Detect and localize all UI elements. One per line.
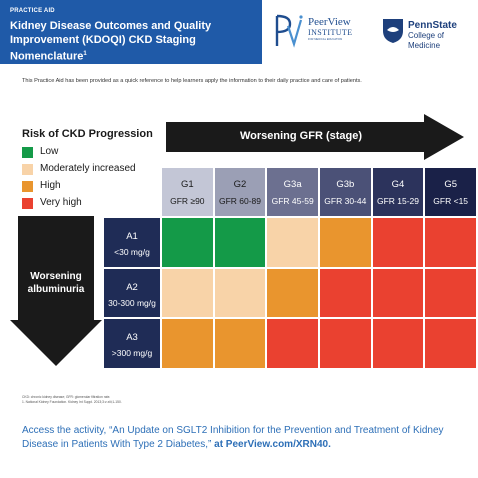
albuminuria-label-line1: Worsening [30, 271, 82, 282]
legend-item-low: Low [22, 145, 172, 162]
title-footnote-mark: 1 [83, 51, 87, 57]
pennstate-college: College of Medicine [408, 31, 445, 50]
risk-cell-a2-g3b [320, 268, 371, 318]
worsening-albuminuria-arrow-icon [10, 216, 102, 366]
risk-cell-a1-g4 [372, 218, 424, 267]
risk-legend: Low Moderately increased High Very high [22, 145, 172, 213]
peerview-logo-icon [275, 14, 303, 48]
column-gfr: GFR 60-89 [218, 196, 261, 206]
cta-link[interactable]: at PeerView.com/XRN40. [214, 439, 331, 450]
legend-swatch-very-high [22, 198, 33, 209]
legend-swatch-low [22, 147, 33, 158]
footnotes: CKD: chronic kidney disease; GFR: glomer… [22, 395, 122, 405]
cta-text: Access the activity, “An Update on SGLT2… [22, 425, 444, 450]
legend-label-low: Low [40, 146, 59, 157]
row-header-a3: A3 >300 mg/g [104, 319, 160, 368]
albuminuria-axis-label: Worsening albuminuria [10, 270, 102, 296]
row-category: A1 [126, 231, 138, 242]
intro-text: This Practice Aid has been provided as a… [22, 78, 362, 84]
row-category: A3 [126, 332, 138, 344]
row-value: >300 mg/g [111, 348, 153, 359]
logos: PeerView INSTITUTE FOR MEDICAL EDUCATION… [270, 12, 478, 52]
risk-cell-a2-g1 [162, 268, 213, 318]
gfr-axis-label: Worsening GFR (stage) [239, 130, 363, 142]
legend-label-very-high: Very high [40, 197, 82, 208]
legend-item-moderate: Moderately increased [22, 162, 172, 179]
pennstate-name: PennState [408, 20, 457, 31]
risk-cell-a3-g4 [372, 319, 424, 368]
risk-cell-a3-g5 [425, 319, 476, 368]
column-header-g2: G2 GFR 60-89 [214, 168, 266, 216]
legend-label-moderate: Moderately increased [40, 163, 136, 174]
column-header-g1: G1 GFR ≥90 [162, 168, 213, 216]
albuminuria-label-line2: albuminuria [27, 284, 85, 295]
page-title: Kidney Disease Outcomes and Quality Impr… [10, 19, 252, 64]
risk-cell-a2-g5 [425, 268, 476, 318]
column-stage: G4 [391, 179, 405, 190]
page-title-text: Kidney Disease Outcomes and Quality Impr… [10, 20, 212, 63]
column-gfr: GFR 30-44 [324, 196, 367, 206]
row-header-a2: A2 30-300 mg/g [104, 268, 160, 318]
legend-title: Risk of CKD Progression [22, 128, 153, 140]
title-banner: PRACTICE AID Kidney Disease Outcomes and… [0, 0, 262, 64]
ckd-staging-table: G1 GFR ≥90 G2 GFR 60-89 G3a GFR 45-59 G3… [104, 168, 476, 368]
column-gfr: GFR 45-59 [271, 196, 314, 206]
peerview-tagline: FOR MEDICAL EDUCATION [308, 38, 343, 41]
risk-cell-a2-g2 [214, 268, 266, 318]
column-header-g4: G4 GFR 15-29 [372, 168, 424, 216]
pennstate-shield-icon [383, 19, 403, 43]
risk-cell-a3-g3a [267, 319, 318, 368]
column-gfr: GFR 15-29 [376, 196, 420, 206]
risk-cell-a3-g3b [320, 319, 371, 368]
pennstate-wordmark: PennState College of Medicine [408, 20, 478, 51]
footnote-abbreviations: CKD: chronic kidney disease; GFR: glomer… [22, 395, 111, 399]
legend-swatch-moderate [22, 164, 33, 175]
column-header-g3a: G3a GFR 45-59 [267, 168, 318, 216]
risk-cell-a2-g3a [267, 268, 318, 318]
worsening-gfr-arrow-icon [166, 114, 464, 160]
row-value: 30-300 mg/g [108, 297, 156, 308]
activity-cta: Access the activity, “An Update on SGLT2… [22, 424, 462, 452]
footnote-reference: 1. National Kidney Foundation. Kidney In… [22, 400, 122, 404]
risk-cell-a3-g1 [162, 319, 213, 368]
row-header-a1: A1 <30 mg/g [104, 218, 160, 267]
legend-item-very-high: Very high [22, 196, 172, 213]
risk-cell-a1-g1 [162, 218, 213, 267]
peerview-institute: INSTITUTE [308, 28, 353, 37]
legend-swatch-high [22, 181, 33, 192]
risk-cell-a1-g5 [425, 218, 476, 267]
column-header-g3b: G3b GFR 30-44 [320, 168, 371, 216]
risk-cell-a1-g3b [320, 218, 371, 267]
risk-cell-a2-g4 [372, 268, 424, 318]
risk-cell-a3-g2 [214, 319, 266, 368]
column-stage: G1 [180, 179, 194, 190]
column-gfr: GFR ≥90 [170, 196, 205, 206]
legend-item-high: High [22, 179, 172, 196]
risk-cell-a1-g2 [214, 218, 266, 267]
row-category: A2 [126, 281, 138, 293]
practice-aid-kicker: PRACTICE AID [10, 8, 55, 14]
column-gfr: GFR <15 [433, 196, 469, 206]
column-stage: G2 [233, 179, 247, 190]
column-stage: G5 [444, 179, 458, 190]
legend-label-high: High [40, 180, 61, 191]
row-value: <30 mg/g [114, 247, 150, 257]
column-stage: G3b [336, 179, 355, 190]
header: PRACTICE AID Kidney Disease Outcomes and… [0, 0, 478, 64]
risk-cell-a1-g3a [267, 218, 318, 267]
peerview-name: PeerView [308, 16, 351, 28]
column-stage: G3a [283, 179, 302, 190]
column-header-g5: G5 GFR <15 [425, 168, 476, 216]
peerview-wordmark: PeerView INSTITUTE FOR MEDICAL EDUCATION [308, 16, 368, 41]
